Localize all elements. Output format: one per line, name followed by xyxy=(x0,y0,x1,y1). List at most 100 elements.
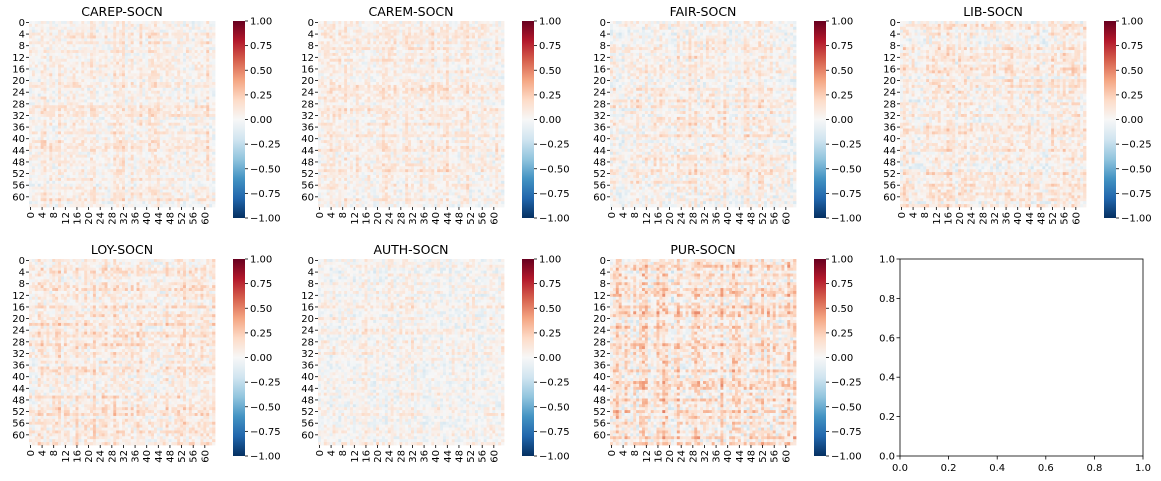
heatmap-cell xyxy=(154,143,157,146)
heatmap-cell xyxy=(455,21,458,24)
heatmap-cell xyxy=(163,44,166,47)
heatmap-cell xyxy=(44,70,47,73)
heatmap-cell xyxy=(180,76,183,79)
heatmap-cell xyxy=(198,201,201,204)
heatmap-cell xyxy=(209,172,212,175)
heatmap-cell xyxy=(180,99,183,102)
heatmap-cell xyxy=(125,105,128,108)
heatmap-cell xyxy=(200,99,203,102)
heatmap-cell xyxy=(90,134,93,137)
heatmap-cell xyxy=(192,192,195,195)
heatmap-cell xyxy=(151,117,154,120)
heatmap-cell xyxy=(137,56,140,59)
heatmap-cell xyxy=(96,59,99,62)
heatmap-cell xyxy=(84,163,87,166)
heatmap-cell xyxy=(157,131,160,134)
heatmap-cell xyxy=(64,94,67,97)
heatmap-cell xyxy=(81,134,84,137)
heatmap-cell xyxy=(67,134,70,137)
heatmap-cell xyxy=(335,44,338,47)
heatmap-cell xyxy=(55,53,58,56)
heatmap-cell xyxy=(55,149,58,152)
heatmap-cell xyxy=(186,105,189,108)
heatmap-cell xyxy=(107,73,110,76)
heatmap-cell xyxy=(333,36,336,39)
heatmap-cell xyxy=(203,201,206,204)
heatmap-cell xyxy=(52,50,55,53)
heatmap-cell xyxy=(174,152,177,155)
heatmap-cell xyxy=(76,161,79,164)
heatmap-cell xyxy=(183,117,186,120)
heatmap-cell xyxy=(110,114,113,117)
heatmap-cell xyxy=(498,33,501,36)
heatmap-cell xyxy=(46,140,49,143)
heatmap-cell xyxy=(458,41,461,44)
heatmap-cell xyxy=(157,169,160,172)
heatmap-cell xyxy=(55,59,58,62)
heatmap-cell xyxy=(335,36,338,39)
heatmap-cell xyxy=(41,21,44,24)
heatmap-cell xyxy=(81,27,84,30)
heatmap-cell xyxy=(396,33,399,36)
heatmap-cell xyxy=(139,163,142,166)
heatmap-cell xyxy=(408,38,411,41)
heatmap-cell xyxy=(131,108,134,111)
heatmap-cell xyxy=(122,94,125,97)
heatmap-cell xyxy=(102,97,105,100)
heatmap-cell xyxy=(61,53,64,56)
heatmap-cell xyxy=(84,36,87,39)
heatmap-cell xyxy=(128,163,131,166)
heatmap-cell xyxy=(428,38,431,41)
heatmap-cell xyxy=(163,198,166,201)
heatmap-cell xyxy=(76,79,79,82)
heatmap-cell xyxy=(166,105,169,108)
heatmap-cell xyxy=(46,114,49,117)
heatmap-cell xyxy=(58,169,61,172)
heatmap-cell xyxy=(73,192,76,195)
heatmap-cell xyxy=(134,204,137,207)
heatmap-cell xyxy=(209,143,212,146)
heatmap-cell xyxy=(338,30,341,33)
heatmap-cell xyxy=(87,149,90,152)
heatmap-cell xyxy=(102,47,105,50)
heatmap-cell xyxy=(396,36,399,39)
heatmap-cell xyxy=(402,38,405,41)
heatmap-cell xyxy=(166,123,169,126)
heatmap-cell xyxy=(52,192,55,195)
heatmap-cell xyxy=(29,166,32,169)
heatmap-cell xyxy=(131,79,134,82)
heatmap-cell xyxy=(102,59,105,62)
heatmap-cell xyxy=(192,102,195,105)
heatmap-cell xyxy=(177,120,180,123)
heatmap-cell xyxy=(192,99,195,102)
heatmap-cell xyxy=(73,38,76,41)
heatmap-cell xyxy=(206,166,209,169)
heatmap-cell xyxy=(70,62,73,65)
heatmap-cell xyxy=(44,129,47,132)
heatmap-cell xyxy=(198,68,201,71)
heatmap-cell xyxy=(113,36,116,39)
heatmap-cell xyxy=(81,33,84,36)
heatmap-cell xyxy=(411,30,414,33)
heatmap-cell xyxy=(99,94,102,97)
heatmap-cell xyxy=(169,155,172,158)
heatmap-cell xyxy=(151,134,154,137)
heatmap-cell xyxy=(29,56,32,59)
heatmap-cell xyxy=(29,131,32,134)
heatmap-cell xyxy=(76,198,79,201)
heatmap-cell xyxy=(186,146,189,149)
heatmap-cell xyxy=(186,70,189,73)
heatmap-cell xyxy=(55,181,58,184)
heatmap-cell xyxy=(353,44,356,47)
heatmap-cell xyxy=(169,65,172,68)
heatmap-cell xyxy=(122,99,125,102)
heatmap-cell xyxy=(171,41,174,44)
heatmap-cell xyxy=(148,27,151,30)
heatmap-cell xyxy=(99,62,102,65)
heatmap-cell xyxy=(163,120,166,123)
heatmap-cell xyxy=(160,172,163,175)
heatmap-cell xyxy=(87,161,90,164)
heatmap-cell xyxy=(379,36,382,39)
heatmap-cell xyxy=(171,56,174,59)
heatmap-cell xyxy=(154,192,157,195)
